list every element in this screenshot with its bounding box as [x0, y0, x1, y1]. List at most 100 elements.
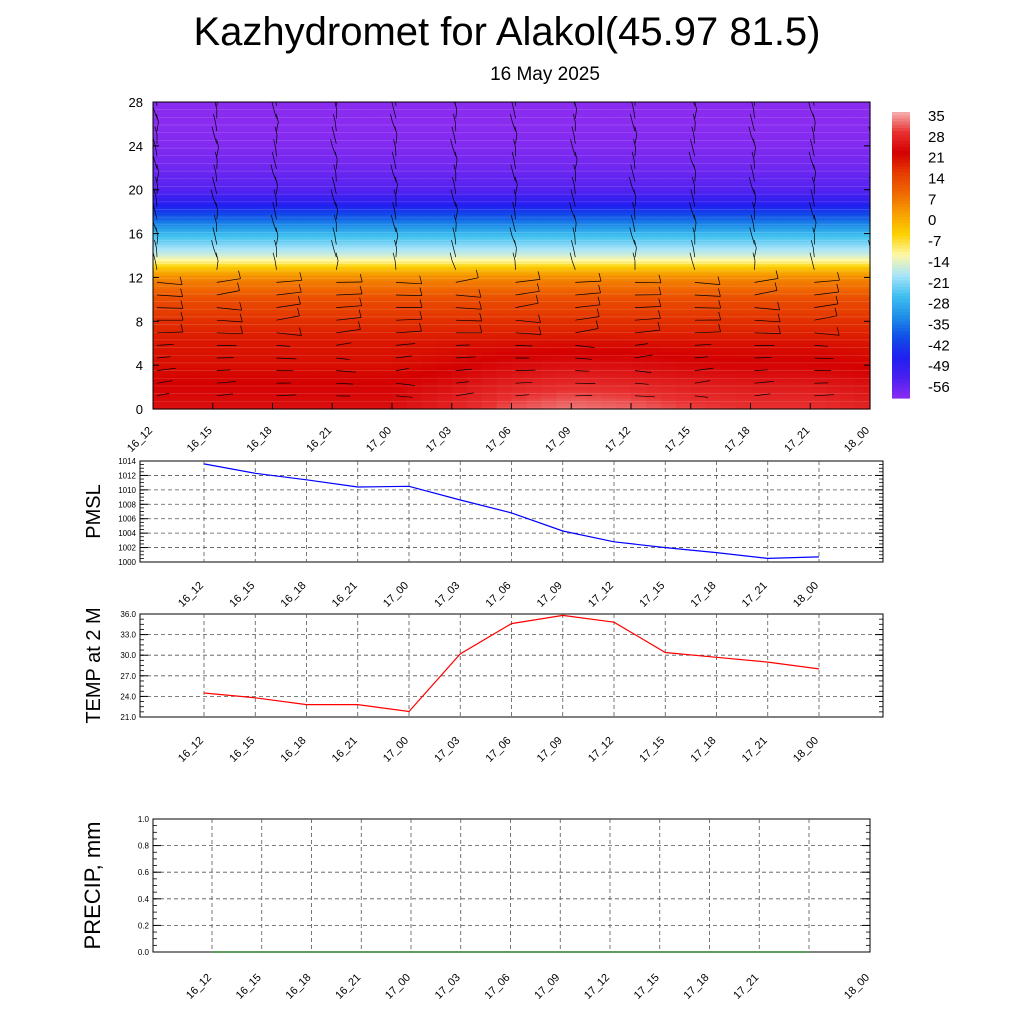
heatmap-cell	[481, 395, 498, 399]
heatmap-cell	[526, 219, 542, 224]
heatmap-cell	[421, 230, 438, 235]
heatmap-cell	[825, 315, 841, 320]
heatmap-cell	[212, 184, 229, 188]
heatmap-cell	[840, 365, 856, 369]
heatmap-cell	[481, 154, 498, 158]
heatmap-cell	[586, 219, 602, 224]
heatmap-cell	[451, 211, 468, 215]
heatmap-cell	[197, 392, 214, 396]
heatmap-cell	[780, 176, 796, 180]
heatmap-cell	[212, 277, 229, 281]
heatmap-cell	[242, 260, 259, 265]
heatmap-cell	[586, 348, 602, 353]
heatmap-cell	[272, 140, 289, 144]
heatmap-cell	[810, 329, 826, 333]
heatmap-cell	[481, 359, 498, 363]
heatmap-cell	[660, 395, 677, 399]
heatmap-cell	[257, 250, 274, 254]
heatmap-cell	[855, 208, 871, 213]
heatmap-cell	[197, 176, 214, 180]
heatmap-cell	[212, 340, 229, 344]
heatmap-cell	[660, 148, 677, 152]
heatmap-cell	[616, 143, 632, 147]
heatmap-cell	[645, 233, 662, 237]
heatmap-cell	[451, 217, 468, 221]
heatmap-cell	[631, 167, 647, 172]
heatmap-cell	[287, 403, 303, 407]
heatmap-cell	[780, 299, 796, 303]
heatmap-cell	[765, 134, 781, 139]
heatmap-cell	[332, 277, 348, 281]
heatmap-cell	[586, 247, 602, 251]
heatmap-cell	[616, 384, 632, 388]
heatmap-cell	[182, 313, 199, 317]
heatmap-cell	[332, 145, 348, 150]
heatmap-cell	[750, 293, 767, 298]
heatmap-cell	[153, 258, 169, 262]
heatmap-cell	[362, 343, 378, 347]
heatmap-cell	[765, 378, 781, 383]
heatmap-cell	[421, 326, 438, 331]
heatmap-cell	[765, 159, 781, 163]
heatmap-cell	[571, 395, 587, 399]
heatmap-cell	[556, 176, 572, 180]
heatmap-cell	[735, 313, 752, 317]
heatmap-cell	[347, 310, 363, 314]
heatmap-cell	[317, 384, 333, 388]
heatmap-cell	[765, 247, 781, 251]
heatmap-cell	[257, 365, 274, 369]
heatmap-cell	[631, 367, 647, 372]
heatmap-cell	[645, 197, 662, 202]
heatmap-cell	[855, 260, 871, 265]
heatmap-cell	[631, 151, 647, 155]
heatmap-cell	[332, 206, 348, 210]
heatmap-cell	[780, 359, 796, 363]
heatmap-cell	[765, 387, 781, 391]
heatmap-cell	[481, 250, 498, 254]
heatmap-cell	[362, 387, 378, 391]
heatmap-cell	[317, 400, 333, 405]
heatmap-cell	[377, 195, 393, 199]
heatmap-cell	[556, 365, 572, 369]
heatmap-cell	[601, 154, 617, 158]
heatmap-cell	[362, 228, 378, 232]
heatmap-cell	[153, 173, 169, 177]
heatmap-cell	[690, 310, 707, 314]
heatmap-cell	[392, 134, 408, 139]
heatmap-cell	[451, 200, 468, 205]
heatmap-cell	[795, 206, 811, 210]
heatmap-cell	[645, 162, 662, 166]
heatmap-cell	[421, 400, 438, 405]
heatmap-cell	[541, 348, 557, 353]
heatmap-cell	[675, 192, 692, 196]
heatmap-cell	[182, 332, 199, 336]
heatmap-cell	[436, 167, 453, 172]
heatmap-cell	[765, 282, 781, 287]
heatmap-cell	[690, 324, 707, 328]
heatmap-cell	[466, 354, 483, 358]
heatmap-cell	[436, 252, 453, 257]
heatmap-cell	[795, 170, 811, 174]
heatmap-cell	[451, 329, 468, 333]
heatmap-cell	[182, 247, 199, 251]
heatmap-cell	[735, 239, 752, 243]
heatmap-cell	[690, 395, 707, 399]
heatmap-cell	[377, 208, 393, 213]
heatmap-cell	[825, 208, 841, 213]
heatmap-cell	[287, 348, 303, 353]
heatmap-cell	[705, 398, 722, 402]
heatmap-cell	[780, 140, 796, 144]
heatmap-cell	[377, 367, 393, 372]
heatmap-cell	[645, 154, 662, 158]
heatmap-cell	[197, 329, 214, 333]
heatmap-cell	[675, 326, 692, 331]
heatmap-cell	[660, 255, 677, 259]
heatmap-cell	[705, 148, 722, 152]
heatmap-cell	[347, 343, 363, 347]
heatmap-cell	[705, 241, 722, 246]
heatmap-cell	[586, 203, 602, 207]
heatmap-cell	[392, 384, 408, 388]
heatmap-cell	[257, 395, 274, 399]
heatmap-cell	[421, 189, 438, 194]
heatmap-cell	[257, 332, 274, 336]
